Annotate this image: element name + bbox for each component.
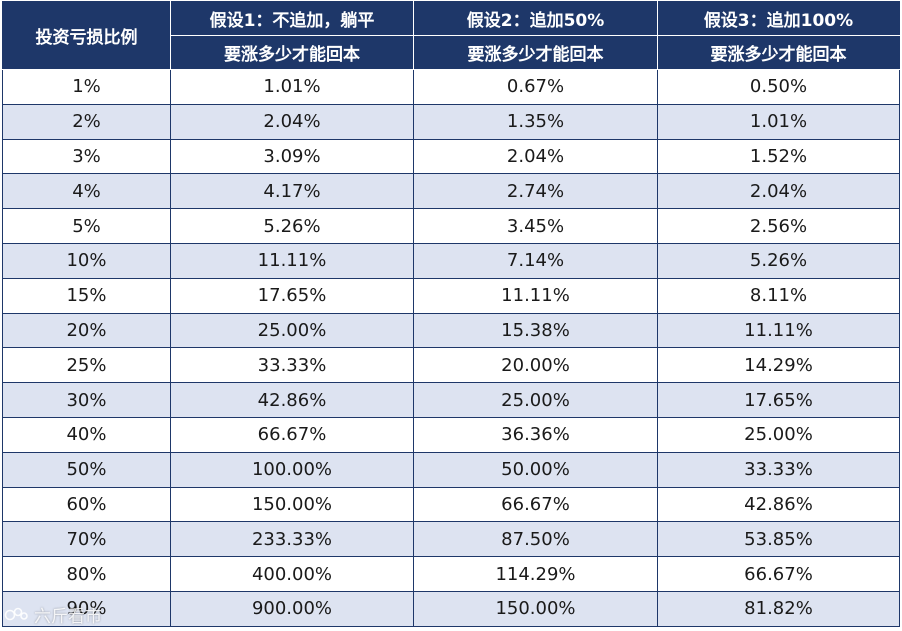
- cell-scenario-1: 150.00%: [170, 486, 414, 523]
- cell-loss-ratio: 3%: [2, 138, 171, 175]
- cell-scenario-1: 33.33%: [170, 347, 414, 384]
- table-row: 50% 100.00% 50.00% 33.33%: [2, 451, 900, 488]
- cell-scenario-3: 1.01%: [657, 103, 900, 140]
- cell-scenario-2: 20.00%: [413, 347, 658, 384]
- cell-scenario-2: 50.00%: [413, 451, 658, 488]
- cell-scenario-3: 33.33%: [657, 451, 900, 488]
- cell-loss-ratio: 15%: [2, 277, 171, 314]
- cell-scenario-2: 0.67%: [413, 69, 658, 105]
- cell-loss-ratio: 60%: [2, 486, 171, 523]
- cell-scenario-3: 2.04%: [657, 173, 900, 210]
- table-row: 80% 400.00% 114.29% 66.67%: [2, 556, 900, 592]
- cell-loss-ratio: 70%: [2, 521, 171, 558]
- cell-scenario-2: 7.14%: [413, 242, 658, 279]
- cell-scenario-1: 233.33%: [170, 521, 414, 558]
- cell-scenario-1: 400.00%: [170, 556, 414, 592]
- cell-scenario-3: 25.00%: [657, 416, 900, 453]
- table-body: 1% 1.01% 0.67% 0.50% 2% 2.04% 1.35% 1.01% 3% 3.09…: [2, 69, 900, 627]
- cell-scenario-3: 11.11%: [657, 312, 900, 349]
- cell-loss-ratio: 30%: [2, 382, 171, 418]
- cell-scenario-2: 87.50%: [413, 521, 658, 558]
- cell-loss-ratio: 10%: [2, 242, 171, 279]
- table-row: 70% 233.33% 87.50% 53.85%: [2, 521, 900, 558]
- table-row: 3% 3.09% 2.04% 1.52%: [2, 138, 900, 175]
- cell-scenario-3: 81.82%: [657, 590, 900, 627]
- header-scenario-1-title: 假设1：不追加，躺平: [170, 1, 414, 36]
- table-row: 60% 150.00% 66.67% 42.86%: [2, 486, 900, 523]
- table-row: 40% 66.67% 36.36% 25.00%: [2, 416, 900, 453]
- table-row: 15% 17.65% 11.11% 8.11%: [2, 277, 900, 314]
- cell-scenario-2: 36.36%: [413, 416, 658, 453]
- cell-loss-ratio: 25%: [2, 347, 171, 384]
- cell-loss-ratio: 1%: [2, 69, 171, 105]
- cell-scenario-2: 11.11%: [413, 277, 658, 314]
- header-scenario-1-subtitle: 要涨多少才能回本: [170, 35, 414, 70]
- table-row: 4% 4.17% 2.74% 2.04%: [2, 173, 900, 210]
- cell-loss-ratio: 20%: [2, 312, 171, 349]
- cell-loss-ratio: 40%: [2, 416, 171, 453]
- table-row: 1% 1.01% 0.67% 0.50%: [2, 69, 900, 105]
- cell-scenario-2: 2.74%: [413, 173, 658, 210]
- cell-loss-ratio: 2%: [2, 103, 171, 140]
- cell-scenario-2: 15.38%: [413, 312, 658, 349]
- cell-scenario-2: 150.00%: [413, 590, 658, 627]
- cell-scenario-1: 900.00%: [170, 590, 414, 627]
- cell-scenario-1: 100.00%: [170, 451, 414, 488]
- cell-scenario-2: 114.29%: [413, 556, 658, 592]
- cell-scenario-1: 5.26%: [170, 208, 414, 244]
- cell-scenario-3: 17.65%: [657, 382, 900, 418]
- cell-scenario-2: 1.35%: [413, 103, 658, 140]
- header-scenario-3-title: 假设3：追加100%: [657, 1, 900, 36]
- table-row: 20% 25.00% 15.38% 11.11%: [2, 312, 900, 349]
- table-row: 2% 2.04% 1.35% 1.01%: [2, 103, 900, 140]
- cell-loss-ratio: 80%: [2, 556, 171, 592]
- table-header: 投资亏损比例 假设1：不追加，躺平 假设2：追加50% 假设3：追加100% 要…: [2, 1, 900, 70]
- table-row: 10% 11.11% 7.14% 5.26%: [2, 242, 900, 279]
- cell-scenario-1: 4.17%: [170, 173, 414, 210]
- cell-scenario-3: 8.11%: [657, 277, 900, 314]
- cell-scenario-1: 17.65%: [170, 277, 414, 314]
- table-row: 30% 42.86% 25.00% 17.65%: [2, 382, 900, 418]
- header-scenario-3-subtitle: 要涨多少才能回本: [657, 35, 900, 70]
- header-loss-ratio: 投资亏损比例: [2, 1, 171, 70]
- table-row: 25% 33.33% 20.00% 14.29%: [2, 347, 900, 384]
- cell-scenario-1: 11.11%: [170, 242, 414, 279]
- cell-scenario-1: 1.01%: [170, 69, 414, 105]
- cell-scenario-3: 0.50%: [657, 69, 900, 105]
- cell-scenario-2: 3.45%: [413, 208, 658, 244]
- cell-scenario-3: 42.86%: [657, 486, 900, 523]
- table-row: 5% 5.26% 3.45% 2.56%: [2, 208, 900, 244]
- cell-scenario-2: 66.67%: [413, 486, 658, 523]
- cell-scenario-3: 53.85%: [657, 521, 900, 558]
- header-scenario-2-subtitle: 要涨多少才能回本: [413, 35, 658, 70]
- cell-scenario-3: 1.52%: [657, 138, 900, 175]
- cell-scenario-1: 25.00%: [170, 312, 414, 349]
- cell-scenario-3: 14.29%: [657, 347, 900, 384]
- cell-scenario-3: 66.67%: [657, 556, 900, 592]
- table-row: 90% 900.00% 150.00% 81.82%: [2, 590, 900, 627]
- cell-loss-ratio: 50%: [2, 451, 171, 488]
- cell-scenario-3: 5.26%: [657, 242, 900, 279]
- cell-loss-ratio: 5%: [2, 208, 171, 244]
- cell-scenario-1: 42.86%: [170, 382, 414, 418]
- header-scenario-2-title: 假设2：追加50%: [413, 1, 658, 36]
- cell-scenario-1: 3.09%: [170, 138, 414, 175]
- cell-loss-ratio: 90%: [2, 590, 171, 627]
- cell-scenario-2: 2.04%: [413, 138, 658, 175]
- cell-scenario-1: 66.67%: [170, 416, 414, 453]
- cell-scenario-2: 25.00%: [413, 382, 658, 418]
- cell-loss-ratio: 4%: [2, 173, 171, 210]
- cell-scenario-1: 2.04%: [170, 103, 414, 140]
- cell-scenario-3: 2.56%: [657, 208, 900, 244]
